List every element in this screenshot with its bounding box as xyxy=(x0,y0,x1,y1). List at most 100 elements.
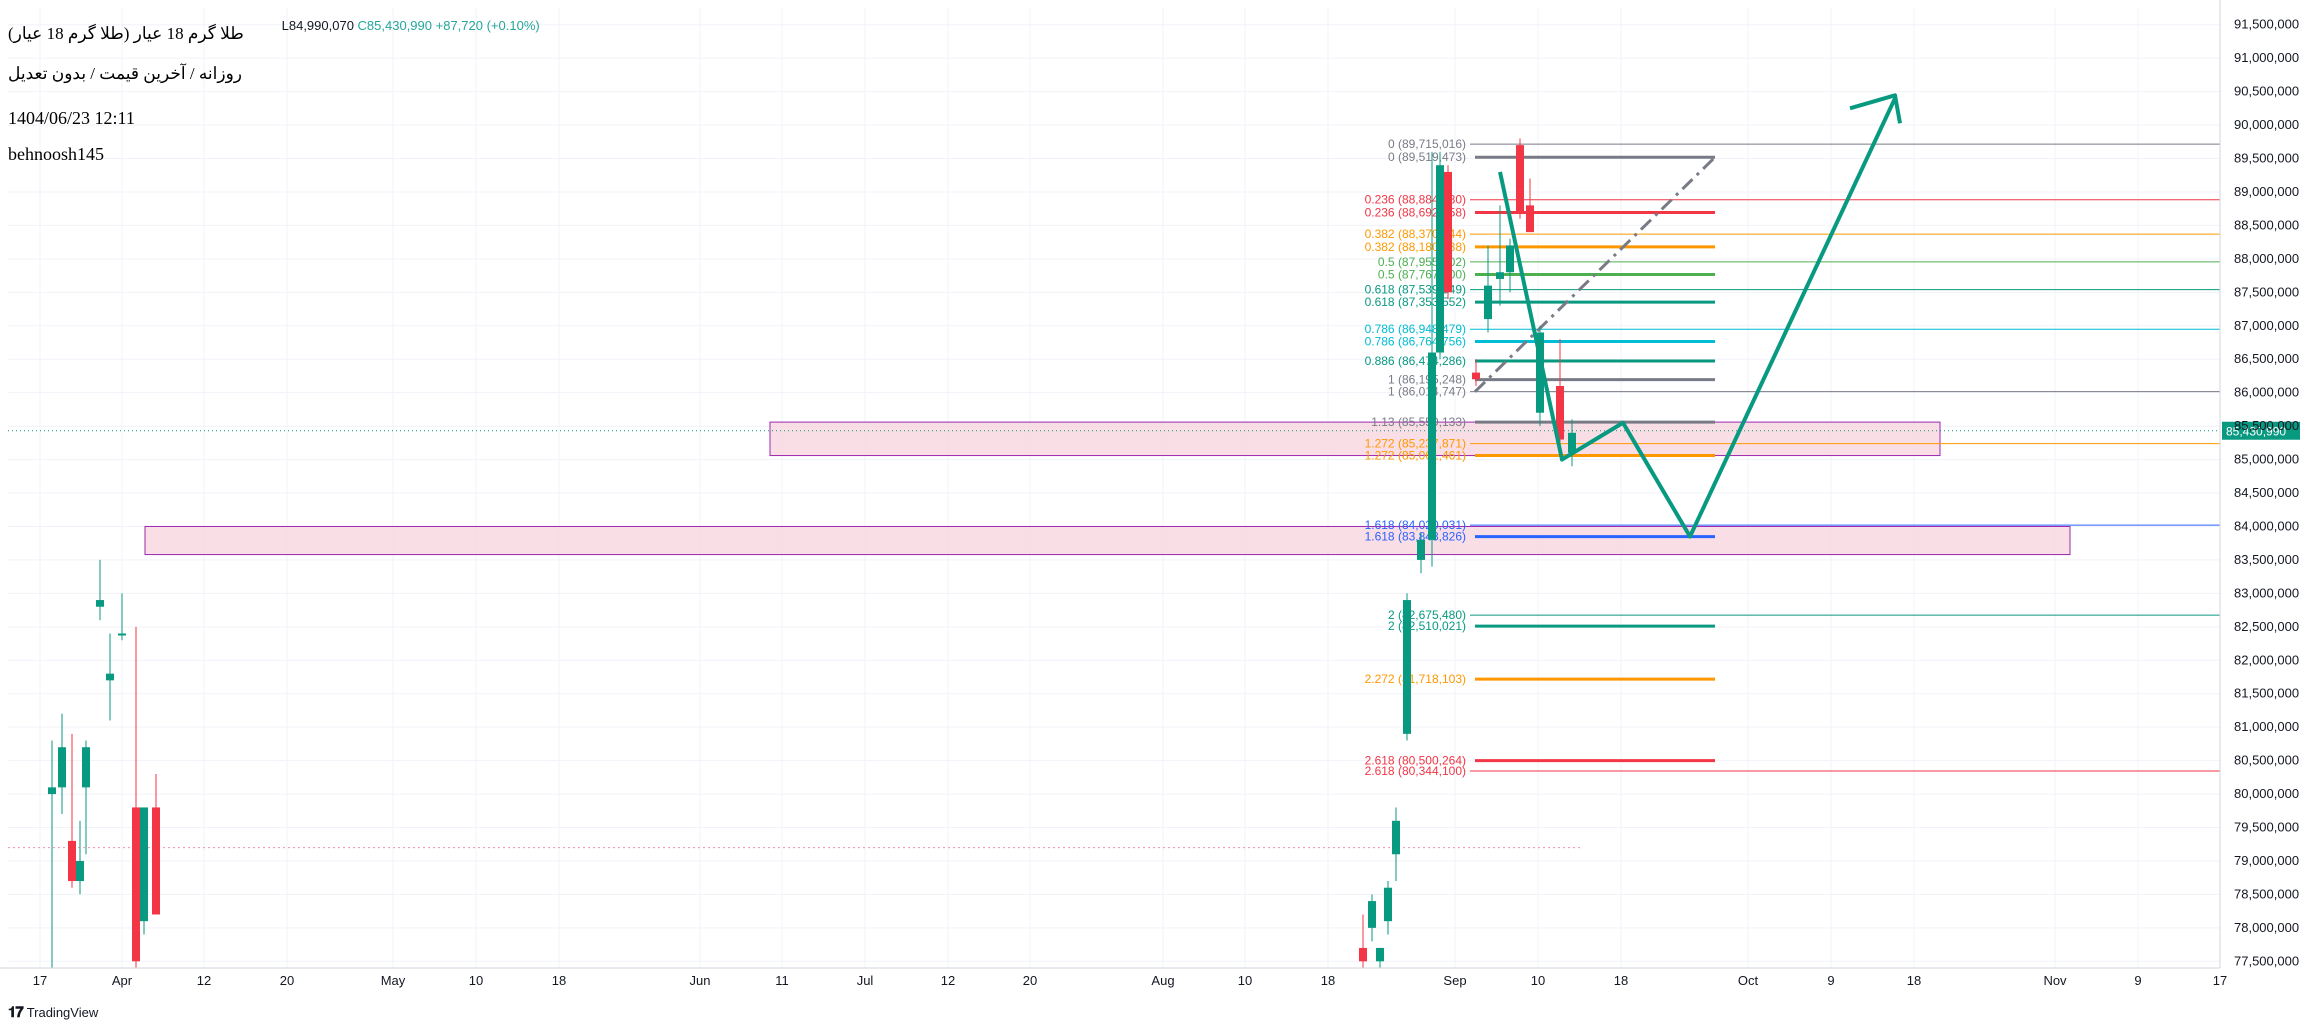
price-tick-label: 79,500,000 xyxy=(2234,820,2299,835)
fib-label: 1 (86,195,248) xyxy=(1388,373,1466,387)
fib-label: 1.618 (83,848,826) xyxy=(1365,530,1466,544)
projection-line xyxy=(1498,97,1897,539)
fib-label: 0.618 (87,353,552) xyxy=(1365,295,1466,309)
fib-label: 2.618 (80,344,100) xyxy=(1365,764,1466,778)
price-tick-label: 91,000,000 xyxy=(2234,50,2299,65)
price-tick-label: 84,000,000 xyxy=(2234,518,2299,533)
price-tick-label: 86,500,000 xyxy=(2234,351,2299,366)
price-tick-label: 80,000,000 xyxy=(2234,786,2299,801)
price-tick-label: 82,500,000 xyxy=(2234,619,2299,634)
candle-body xyxy=(106,673,114,681)
price-tick-label: 82,000,000 xyxy=(2234,652,2299,667)
candle-body xyxy=(1506,245,1514,273)
fib-trendline xyxy=(1473,156,1717,393)
zone-rect xyxy=(144,525,2071,556)
candle-body xyxy=(1417,539,1425,560)
time-tick-label: Jun xyxy=(690,973,711,988)
price-tick-label: 85,000,000 xyxy=(2234,452,2299,467)
time-tick-label: Nov xyxy=(2043,973,2067,988)
candlestick-series xyxy=(48,138,1576,968)
candle-body xyxy=(1392,820,1400,855)
candle-body xyxy=(1496,272,1504,279)
projection-arrowhead xyxy=(1849,93,1902,124)
fib-label: 0.786 (86,764,756) xyxy=(1365,335,1466,349)
fib-label: 2.618 (80,500,264) xyxy=(1365,754,1466,768)
candle-body xyxy=(1568,432,1576,453)
price-tick-label: 89,000,000 xyxy=(2234,184,2299,199)
time-tick-label: 20 xyxy=(280,973,294,988)
candle-body xyxy=(68,840,76,882)
fib-label: 2.272 (81,718,103) xyxy=(1365,672,1466,686)
price-tick-label: 81,000,000 xyxy=(2234,719,2299,734)
fibonacci-levels: 0 (89,715,016)0 (89,519,473)0.236 (88,88… xyxy=(8,137,2300,849)
chart-timestamp: 1404/06/23 12:11 xyxy=(8,108,135,128)
tradingview-logo[interactable]: 𝟏𝟕 TradingView xyxy=(8,1004,98,1021)
zone-rect xyxy=(769,421,1941,457)
candle-body xyxy=(82,747,90,788)
projection-path xyxy=(1498,93,1902,539)
chart-subtitle: روزانه / آخرین قیمت / بدون تعدیل xyxy=(8,64,243,83)
price-axis[interactable]: 77,500,000 78,000,000 78,500,000 79,000,000… xyxy=(2219,0,2299,968)
fib-label: 0 (89,519,473) xyxy=(1388,150,1466,164)
price-tick-label: 77,500,000 xyxy=(2234,953,2299,968)
candle-body xyxy=(140,807,148,922)
time-tick-label: 12 xyxy=(941,973,955,988)
price-tick-label: 86,000,000 xyxy=(2234,385,2299,400)
fib-label: 0 (89,715,016) xyxy=(1388,137,1466,151)
candle-body xyxy=(96,600,104,607)
price-tick-label: 90,000,000 xyxy=(2234,117,2299,132)
candle-body xyxy=(1403,600,1411,734)
candle-body xyxy=(1472,372,1480,380)
fib-label: 1.272 (85,237,871) xyxy=(1365,437,1466,451)
time-tick-label: 9 xyxy=(2134,973,2141,988)
time-tick-label: Oct xyxy=(1738,973,1759,988)
fib-label: 1.13 (85,559,133) xyxy=(1371,415,1466,429)
candle-body xyxy=(1526,205,1534,233)
candle-body xyxy=(1556,385,1564,440)
price-tick-label: 89,500,000 xyxy=(2234,151,2299,166)
price-tick-label: 88,500,000 xyxy=(2234,217,2299,232)
candle-body xyxy=(118,633,126,636)
time-tick-label: 18 xyxy=(552,973,566,988)
time-tick-label: 18 xyxy=(1907,973,1921,988)
candle-body xyxy=(76,860,84,882)
fib-label: 2 (82,510,021) xyxy=(1388,619,1466,633)
price-tick-label: 84,500,000 xyxy=(2234,485,2299,500)
time-tick-label: 10 xyxy=(469,973,483,988)
fib-label: 0.886 (86,474,286) xyxy=(1365,354,1466,368)
time-tick-label: 18 xyxy=(1614,973,1628,988)
time-tick-label: May xyxy=(381,973,406,988)
candle-body xyxy=(58,747,66,788)
chart-grid xyxy=(8,8,2221,968)
ohlc-close: C85,430,990 xyxy=(357,18,432,33)
time-tick-label: 17 xyxy=(33,973,47,988)
fib-label: 1.618 (84,020,031) xyxy=(1365,518,1466,532)
candle-body xyxy=(1484,285,1492,320)
symbol-title: طلا گرم 18 عیار (طلا گرم 18 عیار) xyxy=(8,24,244,43)
time-tick-label: Sep xyxy=(1443,973,1466,988)
candle-body xyxy=(1376,947,1384,962)
price-tick-label: 87,000,000 xyxy=(2234,318,2299,333)
time-tick-label: 10 xyxy=(1238,973,1252,988)
support-zones xyxy=(144,421,2071,556)
price-tick-label: 78,000,000 xyxy=(2234,920,2299,935)
time-tick-label: 12 xyxy=(197,973,211,988)
candle-body xyxy=(1428,352,1436,540)
time-axis[interactable]: 17 Apr 12 20 May 10 18 Jun 11 Jul 12 20 Aug 10 18 Sep 10… xyxy=(0,967,2227,988)
price-tick-label: 83,000,000 xyxy=(2234,585,2299,600)
time-tick-label: 20 xyxy=(1023,973,1037,988)
time-tick-label: Apr xyxy=(112,973,133,988)
time-tick-label: Jul xyxy=(857,973,874,988)
price-tick-label: 80,500,000 xyxy=(2234,753,2299,768)
current-price-tag xyxy=(2222,421,2300,440)
ohlc-low: L84,990,070 xyxy=(281,18,354,33)
price-tick-label: 78,500,000 xyxy=(2234,886,2299,901)
ohlc-readout: L84,990,070 C85,430,990 +87,720 (+0.10%) xyxy=(8,18,540,33)
ohlc-change: +87,720 (+0.10%) xyxy=(435,18,540,33)
time-tick-label: 10 xyxy=(1531,973,1545,988)
fib-label: 0.5 (87,767,200) xyxy=(1378,267,1466,281)
time-tick-label: 17 xyxy=(2213,973,2227,988)
candle-body xyxy=(1444,171,1452,293)
candle-body xyxy=(132,807,140,962)
